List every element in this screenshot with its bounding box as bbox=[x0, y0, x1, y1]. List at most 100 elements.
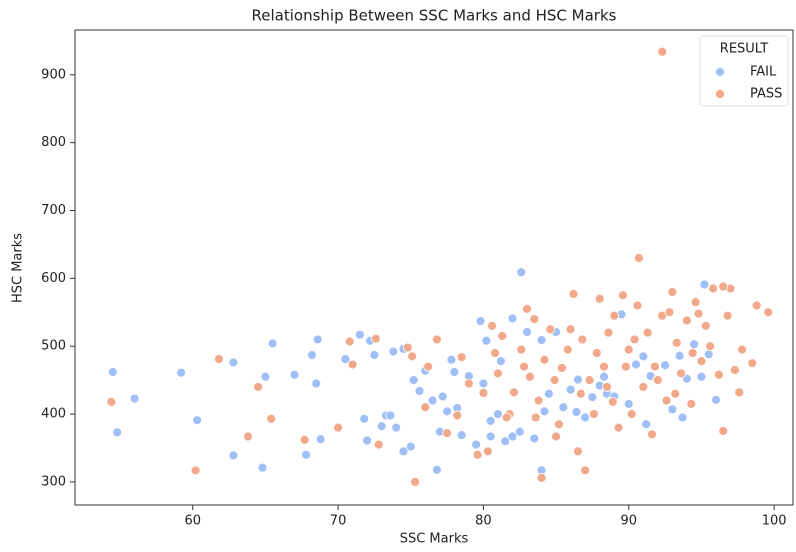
point bbox=[661, 395, 672, 406]
point bbox=[557, 363, 567, 373]
point bbox=[373, 439, 384, 450]
point bbox=[533, 395, 544, 406]
point bbox=[554, 419, 564, 430]
point bbox=[267, 338, 278, 349]
point bbox=[129, 393, 140, 404]
point bbox=[402, 342, 413, 353]
point bbox=[495, 356, 506, 367]
point bbox=[671, 337, 682, 348]
point bbox=[696, 356, 707, 367]
point bbox=[340, 354, 351, 365]
point bbox=[587, 392, 598, 403]
point bbox=[693, 308, 704, 319]
legend-label: PASS bbox=[750, 87, 782, 102]
point bbox=[507, 313, 518, 324]
point bbox=[228, 450, 239, 461]
point bbox=[650, 361, 660, 372]
point bbox=[577, 334, 588, 345]
point bbox=[623, 344, 634, 355]
point bbox=[359, 413, 370, 424]
point bbox=[599, 361, 609, 372]
point bbox=[609, 310, 620, 321]
point bbox=[652, 375, 663, 386]
point bbox=[490, 348, 500, 358]
point bbox=[410, 477, 421, 487]
point bbox=[722, 310, 733, 321]
x-axis-label: SSC Marks bbox=[400, 532, 469, 547]
point bbox=[423, 361, 434, 372]
point bbox=[539, 406, 550, 417]
point bbox=[734, 387, 745, 398]
legend-marker bbox=[715, 89, 725, 99]
point bbox=[472, 449, 483, 460]
point bbox=[107, 367, 118, 377]
point bbox=[478, 378, 489, 389]
point bbox=[705, 341, 716, 352]
point bbox=[642, 327, 653, 338]
point bbox=[442, 406, 452, 417]
point bbox=[667, 287, 678, 297]
point bbox=[536, 472, 547, 483]
point bbox=[638, 351, 649, 362]
point bbox=[737, 344, 748, 355]
point bbox=[686, 398, 697, 409]
y-tick-label: 500 bbox=[41, 339, 66, 354]
point bbox=[501, 412, 512, 423]
point bbox=[311, 378, 322, 389]
point bbox=[420, 402, 431, 413]
point bbox=[575, 388, 586, 399]
point bbox=[568, 289, 579, 299]
point bbox=[549, 375, 560, 386]
point bbox=[388, 346, 399, 357]
point bbox=[558, 402, 569, 413]
y-tick-label: 800 bbox=[41, 135, 66, 150]
y-tick-label: 300 bbox=[41, 474, 66, 489]
point bbox=[106, 396, 117, 407]
point bbox=[456, 430, 467, 441]
point bbox=[344, 336, 355, 347]
x-tick-label: 100 bbox=[762, 514, 787, 529]
point bbox=[487, 320, 498, 331]
point bbox=[687, 348, 698, 358]
point bbox=[299, 434, 310, 445]
point bbox=[497, 331, 508, 341]
point bbox=[407, 351, 418, 362]
point bbox=[599, 371, 609, 382]
point bbox=[398, 446, 409, 457]
point bbox=[718, 426, 729, 436]
point bbox=[580, 412, 591, 423]
point bbox=[333, 422, 343, 433]
point bbox=[657, 46, 668, 57]
point bbox=[562, 344, 573, 355]
point bbox=[729, 365, 740, 375]
point bbox=[674, 350, 685, 361]
point bbox=[414, 386, 425, 396]
point bbox=[545, 324, 556, 335]
point bbox=[463, 378, 474, 389]
point bbox=[572, 374, 583, 385]
y-tick-label: 600 bbox=[41, 271, 66, 286]
point bbox=[551, 431, 561, 442]
point bbox=[471, 439, 482, 450]
x-tick-label: 60 bbox=[184, 514, 201, 529]
point bbox=[530, 412, 541, 423]
point bbox=[602, 382, 612, 392]
point bbox=[376, 421, 387, 432]
point bbox=[747, 358, 758, 369]
point bbox=[623, 398, 634, 409]
point bbox=[638, 382, 649, 392]
point bbox=[437, 391, 448, 402]
point bbox=[427, 395, 438, 406]
legend-label: FAIL bbox=[750, 65, 777, 80]
point bbox=[307, 350, 317, 360]
point bbox=[591, 348, 602, 358]
point bbox=[449, 367, 460, 377]
point bbox=[629, 334, 640, 345]
point bbox=[432, 334, 442, 345]
point bbox=[580, 465, 591, 476]
point bbox=[571, 407, 582, 417]
point bbox=[481, 335, 492, 346]
point bbox=[354, 329, 365, 340]
point bbox=[432, 464, 442, 475]
y-tick-label: 700 bbox=[41, 203, 66, 218]
